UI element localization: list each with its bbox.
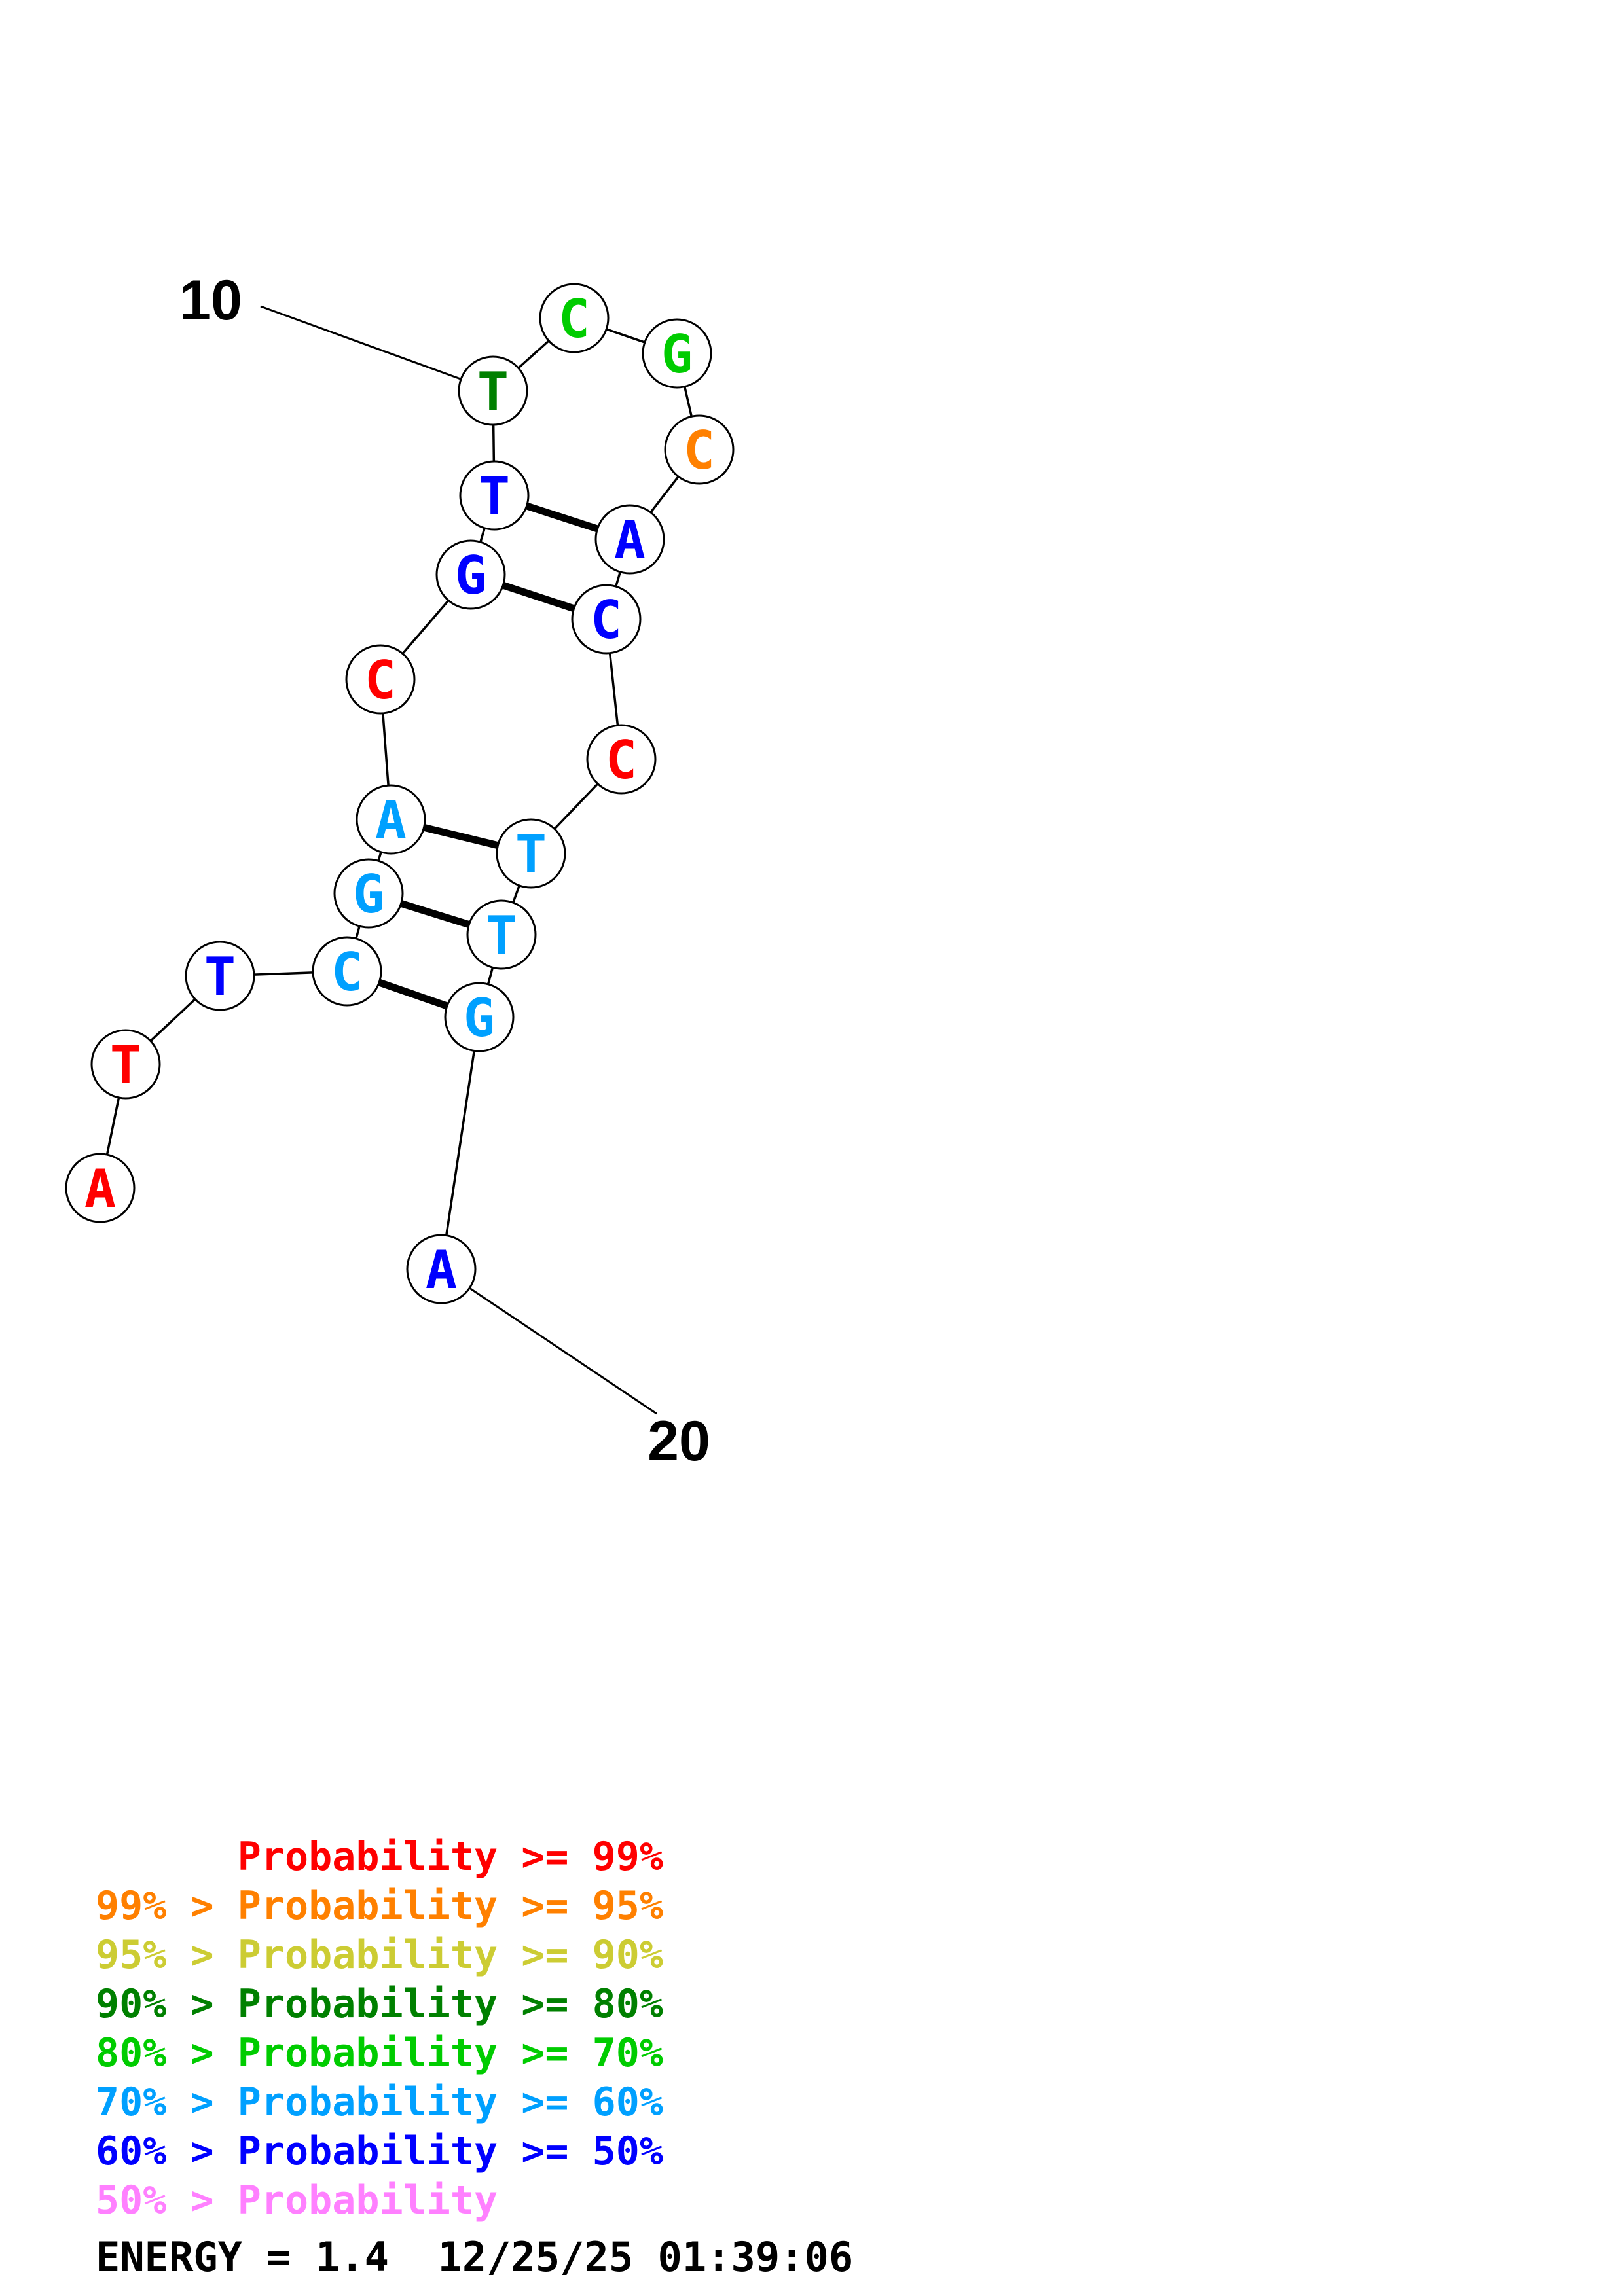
sequence-number-line [260, 305, 494, 392]
nucleotide-letter: C [606, 730, 637, 791]
nucleotide-circle [459, 460, 530, 531]
nucleotide-circle [65, 1153, 136, 1223]
nucleotide-letter: A [614, 510, 646, 571]
legend-row: 99% > Probability >= 95% [96, 1883, 663, 1929]
nucleotide-circle [539, 283, 610, 353]
nucleotide-letter: G [455, 545, 486, 606]
nucleotide-letter: G [353, 864, 384, 925]
nucleotide-circle [664, 414, 735, 485]
nucleotide-circle [444, 982, 515, 1052]
nucleotide-circle [435, 539, 506, 610]
nucleotide-letter: C [684, 420, 715, 481]
nucleotide-letter: G [661, 324, 693, 385]
nucleotide-letter: C [591, 590, 622, 651]
sequence-number-line [441, 1268, 657, 1415]
legend-row: 60% > Probability >= 50% [96, 2128, 663, 2174]
nucleotide-letter: T [515, 824, 547, 885]
legend-row: 50% > Probability [96, 2178, 498, 2223]
legend-row: 80% > Probability >= 70% [96, 2030, 663, 2076]
nucleotide-letter: T [477, 361, 509, 422]
nucleotide-letter: C [331, 942, 363, 1003]
nucleotide-circle [571, 584, 642, 655]
probability-legend: Probability >= 99% 99% > Probability >= 9… [96, 1833, 663, 2225]
legend-row: Probability >= 99% [96, 1834, 663, 1880]
nucleotide-letter: T [479, 466, 510, 527]
nucleotide-circle [586, 724, 657, 795]
legend-row: 90% > Probability >= 80% [96, 1981, 663, 2027]
nucleotide-letter: A [84, 1158, 116, 1219]
energy-line: ENERGY = 1.4 12/25/25 01:39:06 [96, 2233, 854, 2281]
nucleotide-letter: T [486, 905, 517, 966]
nucleotide-circle [312, 936, 382, 1007]
nucleotide-circle [496, 818, 566, 889]
nucleotide-circle [466, 899, 537, 970]
backbone-bond [440, 1016, 481, 1270]
nucleotide-letter: A [426, 1240, 457, 1300]
nucleotide-circle [406, 1234, 477, 1304]
nucleotide-circle [185, 941, 255, 1011]
nucleotide-circle [345, 644, 416, 715]
sequence-number-label: 10 [179, 269, 242, 332]
legend-row: 70% > Probability >= 60% [96, 2079, 663, 2125]
nucleotide-circle [333, 858, 404, 929]
nucleotide-letter: C [365, 650, 396, 711]
legend-row: 95% > Probability >= 90% [96, 1932, 663, 1978]
nucleotide-letter: C [558, 289, 590, 350]
nucleotide-letter: G [464, 988, 495, 1049]
nucleotide-circle [458, 355, 528, 426]
nucleotide-letter: T [204, 946, 236, 1007]
nucleotide-circle [642, 318, 712, 389]
nucleotide-letter: T [110, 1035, 141, 1096]
nucleotide-circle [90, 1029, 161, 1100]
sequence-number-label: 20 [647, 1410, 710, 1473]
nucleotide-circle [356, 784, 426, 855]
nucleotide-letter: A [375, 790, 407, 851]
nucleotide-circle [594, 504, 665, 575]
